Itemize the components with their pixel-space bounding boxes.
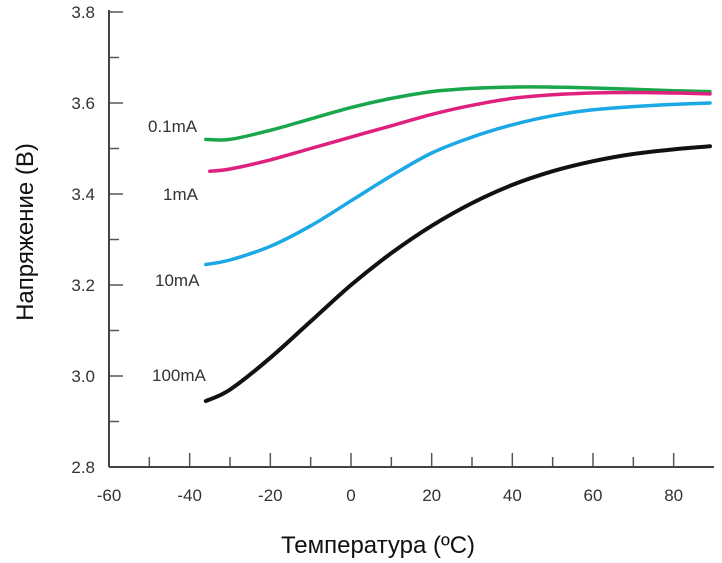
series-line-0_1mA xyxy=(204,85,712,142)
x-tick-label: -20 xyxy=(258,486,283,505)
x-tick-label: 40 xyxy=(503,486,522,505)
x-tick-label: 0 xyxy=(346,486,355,505)
y-tick-label: 2.8 xyxy=(71,458,95,477)
tick-marks-layer xyxy=(108,11,675,468)
series-line-10mA xyxy=(204,101,712,267)
series-line-1mA xyxy=(208,90,712,173)
series-label-0_1mA: 0.1mA xyxy=(148,117,198,136)
series-label-10mA: 10mA xyxy=(155,271,200,290)
series-line-100mA xyxy=(203,144,712,403)
x-tick-label: 20 xyxy=(422,486,441,505)
axes xyxy=(108,10,714,468)
series-labels-layer: 0.1mA 1mA 10mA 100mA xyxy=(148,117,207,385)
y-axis-title: Напряжение (B) xyxy=(12,143,39,321)
y-tick-label: 3.8 xyxy=(71,3,95,22)
x-axis-title: Температура (ºC) xyxy=(281,532,475,559)
x-tick-label: -60 xyxy=(97,486,122,505)
x-tick-label: 60 xyxy=(584,486,603,505)
x-tick-label: -40 xyxy=(177,486,202,505)
series-label-100mA: 100mA xyxy=(152,366,207,385)
y-tick-label: 3.6 xyxy=(71,94,95,113)
series-label-1mA: 1mA xyxy=(163,185,199,204)
x-tick-label: 80 xyxy=(664,486,683,505)
y-tick-label: 3.4 xyxy=(71,185,95,204)
series-layer xyxy=(203,85,712,403)
y-tick-label: 3.2 xyxy=(71,276,95,295)
tick-labels-layer: 2.8 3.0 3.2 3.4 3.6 3.8 -60 -40 -20 0 20 40 60 80 xyxy=(71,3,683,505)
y-tick-label: 3.0 xyxy=(71,367,95,386)
